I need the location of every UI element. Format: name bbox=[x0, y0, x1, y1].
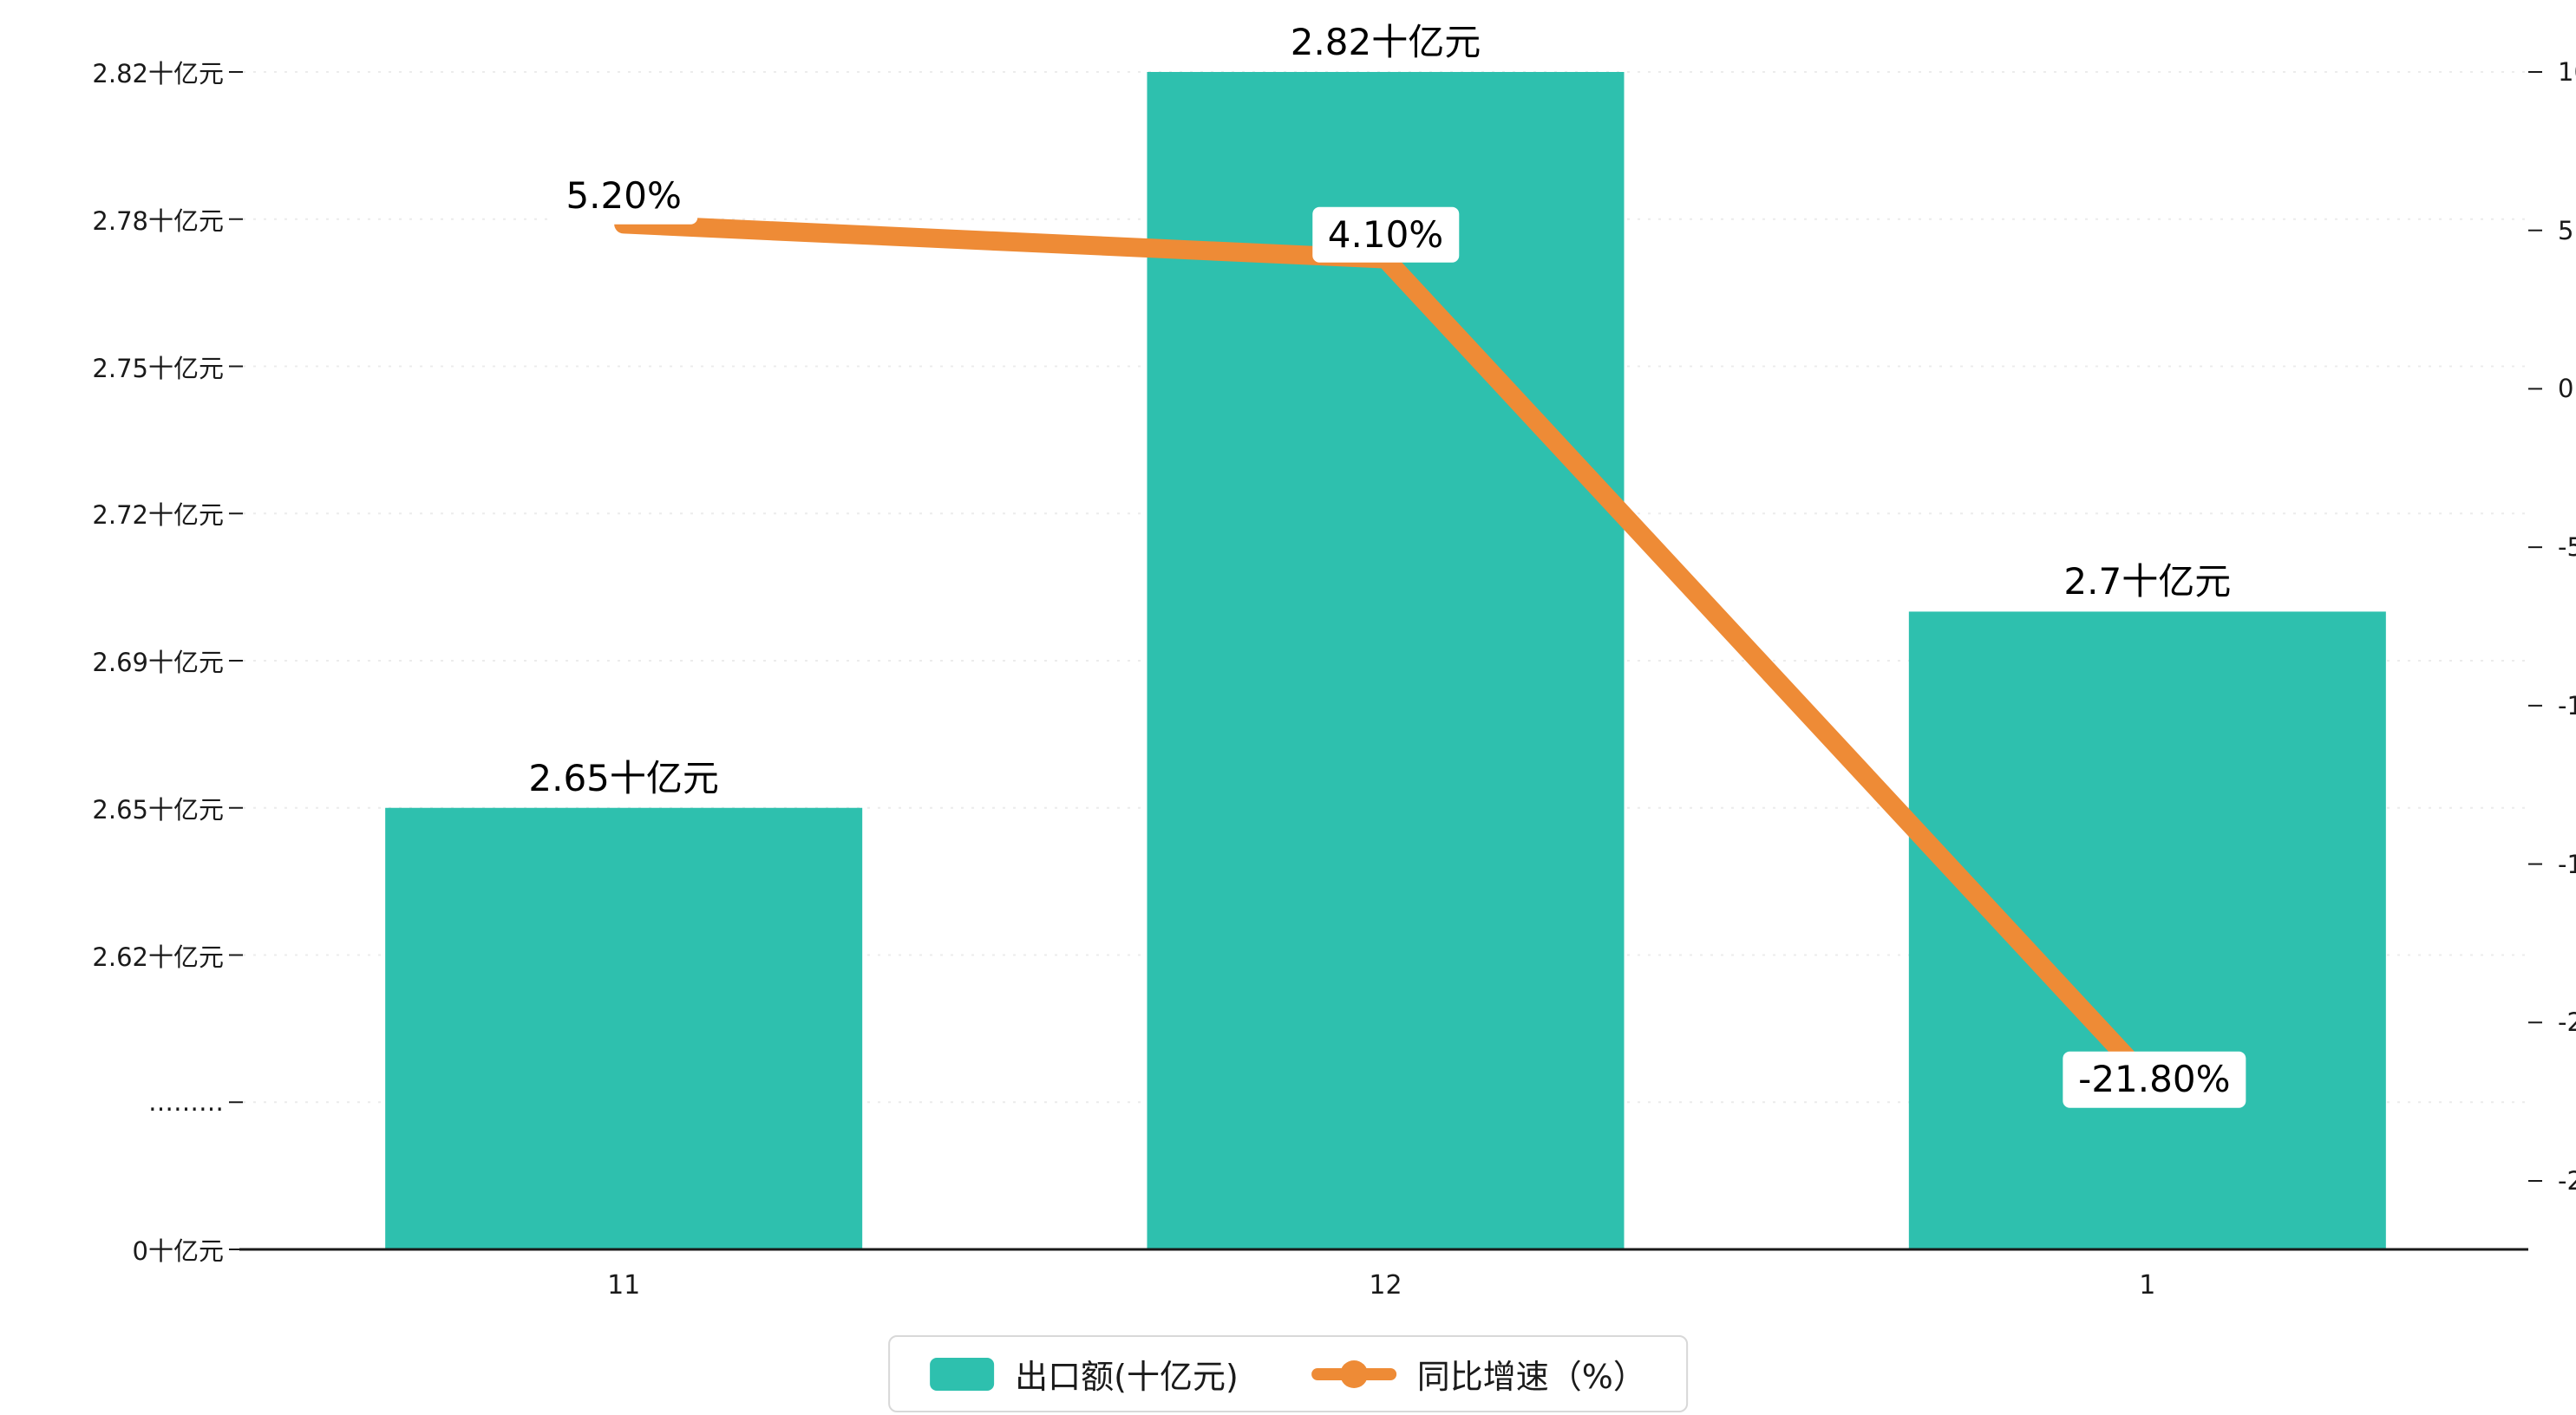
legend-label-growth: 同比增速（%） bbox=[1416, 1358, 1646, 1396]
right-axis-tick-label: 10 bbox=[2558, 57, 2576, 87]
left-axis-tick-label: 2.78十亿元 bbox=[92, 205, 224, 236]
line-value-label: 4.10% bbox=[1311, 206, 1460, 263]
right-axis-tick-label: -10 bbox=[2558, 690, 2576, 721]
legend-item-growth-line[interactable]: 同比增速（%） bbox=[1311, 1350, 1646, 1398]
line-value-label: -21.80% bbox=[2063, 1051, 2246, 1108]
right-axis-tick-label: 5 bbox=[2558, 215, 2574, 245]
legend-item-export-bar[interactable]: 出口额(十亿元) bbox=[930, 1350, 1239, 1398]
left-axis-tick-label: ……… bbox=[148, 1087, 224, 1118]
line-series-dot-icon bbox=[1339, 1360, 1368, 1388]
left-axis-tick-label: 2.82十亿元 bbox=[92, 59, 224, 88]
bar-value-label: 2.7十亿元 bbox=[2048, 554, 2247, 610]
right-axis-tick-label: 0 bbox=[2558, 374, 2574, 404]
left-axis-tick-label: 2.75十亿元 bbox=[92, 353, 224, 383]
right-axis-tick-label: -5 bbox=[2558, 532, 2576, 563]
legend: 出口额(十亿元) 同比增速（%） bbox=[888, 1335, 1688, 1412]
right-axis-tick-label: -25 bbox=[2558, 1166, 2576, 1196]
right-axis-tick-label: -15 bbox=[2558, 849, 2576, 879]
x-axis-label: 1 bbox=[2139, 1270, 2156, 1301]
line-series-swatch-icon bbox=[1311, 1360, 1396, 1388]
legend-label-export: 出口额(十亿元) bbox=[1015, 1358, 1239, 1396]
bar-series-swatch-icon bbox=[930, 1357, 995, 1391]
bar-1[interactable] bbox=[1908, 611, 2386, 1249]
left-axis-tick-label: 0十亿元 bbox=[132, 1236, 224, 1266]
x-axis-label: 11 bbox=[607, 1270, 641, 1301]
bar-value-label: 2.65十亿元 bbox=[513, 750, 735, 806]
line-value-label: 5.20% bbox=[550, 168, 697, 225]
right-axis-tick-label: -20 bbox=[2558, 1007, 2576, 1038]
left-axis-tick-label: 2.72十亿元 bbox=[92, 500, 224, 531]
left-axis-tick-label: 2.69十亿元 bbox=[92, 648, 224, 677]
left-axis-tick-label: 2.65十亿元 bbox=[92, 794, 224, 825]
left-axis-tick-label: 2.62十亿元 bbox=[92, 942, 224, 972]
bar-11[interactable] bbox=[385, 807, 863, 1249]
x-axis-label: 12 bbox=[1369, 1270, 1402, 1301]
bar-value-label: 2.82十亿元 bbox=[1274, 14, 1497, 71]
